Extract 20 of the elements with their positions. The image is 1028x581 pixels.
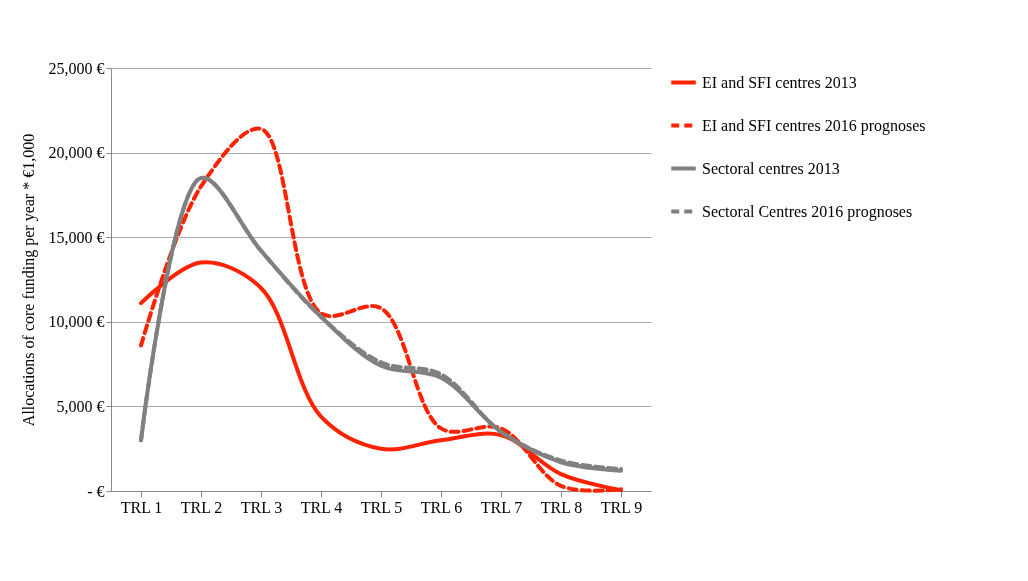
- y-tick-label: 15,000 €: [48, 228, 105, 246]
- y-tick-label: 25,000 €: [48, 59, 105, 77]
- legend-label: Sectoral Centres 2016 prognoses: [702, 202, 913, 221]
- x-tick-label: TRL 2: [180, 498, 223, 516]
- y-tick-label: - €: [87, 482, 105, 500]
- x-tick-label: TRL 1: [120, 498, 163, 516]
- x-tick-label: TRL 8: [540, 498, 583, 516]
- x-tick-label: TRL 6: [420, 498, 463, 516]
- x-tick-label: TRL 9: [600, 498, 643, 516]
- x-tick-label: TRL 7: [480, 498, 523, 516]
- legend-label: EI and SFI centres 2013: [702, 73, 857, 91]
- y-axis-title: Allocations of core funding per year * €1,000: [19, 133, 38, 427]
- legend-label: Sectoral centres 2013: [702, 159, 840, 177]
- y-tick-label: 20,000 €: [48, 144, 105, 162]
- x-tick-label: TRL 4: [300, 498, 343, 516]
- legend-label: EI and SFI centres 2016 prognoses: [702, 116, 926, 135]
- x-tick-label: TRL 5: [360, 498, 403, 516]
- y-tick-label: 10,000 €: [48, 313, 105, 331]
- y-tick-label: 5,000 €: [56, 397, 105, 415]
- x-tick-label: TRL 3: [240, 498, 283, 516]
